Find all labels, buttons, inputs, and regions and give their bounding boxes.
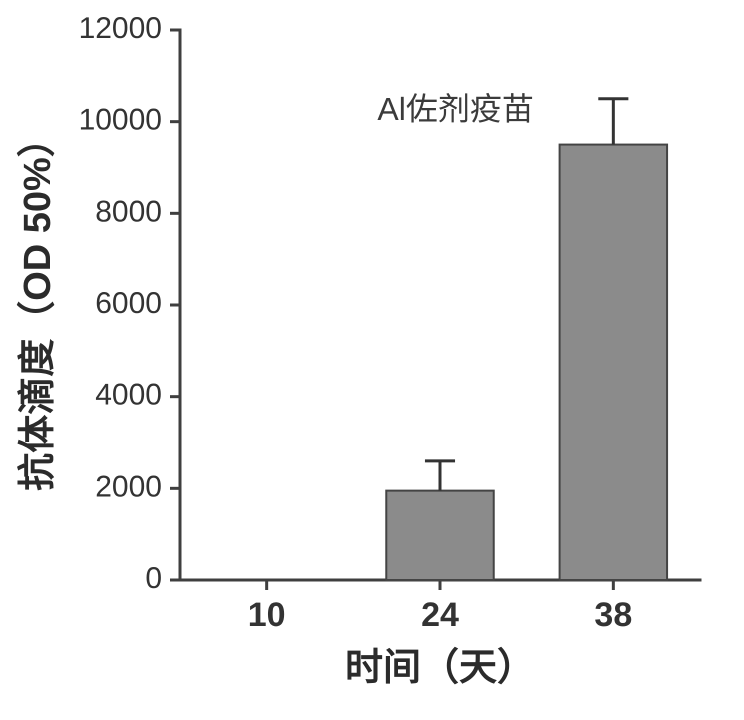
y-axis-label: 抗体滴度（OD 50%） xyxy=(16,119,59,491)
x-tick-label: 10 xyxy=(248,596,286,634)
x-tick-label: 24 xyxy=(421,596,459,634)
y-tick-label: 2000 xyxy=(95,470,162,503)
chart-container: 0 2000 4000 6000 8000 10000 12000 10 24 38 Al佐剂疫苗时… xyxy=(0,0,744,720)
y-tick-label: 10000 xyxy=(79,104,162,137)
y-tick-label: 6000 xyxy=(95,287,162,320)
y-tick-label: 8000 xyxy=(95,195,162,228)
bar-chart: 0 2000 4000 6000 8000 10000 12000 10 24 38 Al佐剂疫苗时… xyxy=(0,0,744,720)
x-axis-label: 时间（天） xyxy=(345,646,535,689)
bar xyxy=(560,145,667,580)
chart-title: Al佐剂疫苗 xyxy=(377,91,533,127)
bar xyxy=(386,491,493,580)
y-tick-label: 4000 xyxy=(95,379,162,412)
x-tick-label: 38 xyxy=(594,596,632,634)
y-tick-label: 0 xyxy=(145,562,162,595)
y-tick-label: 12000 xyxy=(79,12,162,45)
